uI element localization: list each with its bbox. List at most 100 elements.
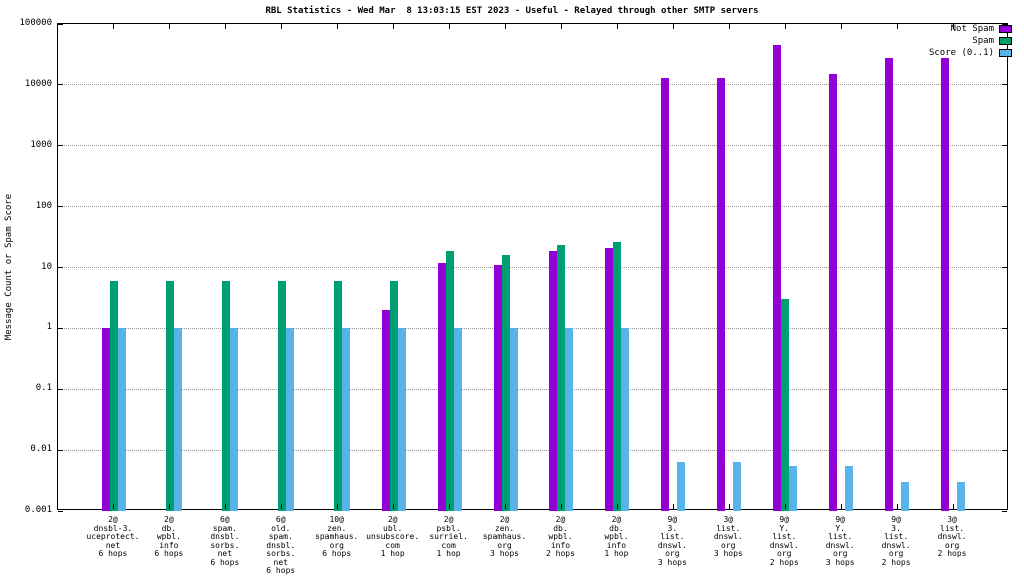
bar-score-0-1: [677, 461, 686, 511]
bar-not-spam: [381, 310, 390, 511]
bar-not-spam: [605, 247, 614, 511]
y-tick-mark: [1002, 145, 1007, 147]
x-tick-mark: [784, 504, 786, 509]
bar-score-0-1: [397, 328, 406, 511]
y-tick-label: 0.001: [24, 505, 52, 515]
bar-spam: [277, 281, 286, 511]
legend-swatch: [999, 25, 1012, 33]
x-tick-mark: [169, 24, 171, 29]
legend-label: Not Spam: [950, 24, 994, 34]
y-tick-mark: [58, 267, 63, 268]
x-tick-mark: [616, 24, 618, 29]
x-tick-mark: [560, 24, 562, 29]
y-gridline: [58, 449, 1007, 451]
y-tick-mark: [58, 510, 63, 512]
bar-score-0-1: [509, 328, 518, 511]
y-tick-label: 1: [46, 322, 52, 333]
x-axis-category-label: 6@ old. spam. dnsbl. sorbs. net 6 hops: [266, 515, 296, 575]
y-tick-mark: [1002, 327, 1007, 329]
x-tick-mark: [281, 24, 283, 29]
y-tick-label: 0.01: [30, 444, 52, 455]
x-tick-mark: [169, 504, 171, 509]
x-tick-mark: [337, 24, 339, 29]
bar-score-0-1: [229, 328, 238, 511]
bar-score-0-1: [173, 328, 182, 511]
y-tick-mark: [1002, 23, 1007, 25]
x-tick-mark: [896, 504, 898, 509]
x-axis-category-label: 3@ list. dnswl. org 3 hops: [713, 515, 743, 558]
x-tick-mark: [393, 24, 395, 29]
y-tick-mark: [58, 23, 63, 25]
x-axis-category-label: 9@ 3. list. dnswl. org 2 hops: [881, 515, 911, 567]
x-tick-mark: [449, 504, 451, 509]
x-tick-mark: [113, 504, 115, 509]
x-tick-mark: [393, 504, 395, 509]
x-tick-mark: [672, 504, 674, 509]
x-tick-mark: [616, 504, 618, 509]
y-gridline: [58, 388, 1007, 390]
x-tick-mark: [505, 24, 507, 29]
x-tick-mark: [113, 24, 115, 29]
x-tick-mark: [505, 504, 507, 509]
bar-spam: [445, 250, 454, 511]
x-axis-category-label: 9@ Y. list. dnswl. org 2 hops: [769, 515, 799, 567]
x-tick-mark: [728, 24, 730, 29]
plot-area: [57, 23, 1008, 512]
y-tick-mark: [1002, 388, 1007, 390]
x-axis-category-label: 9@ 3. list. dnswl. org 3 hops: [657, 515, 687, 567]
x-tick-mark: [952, 24, 954, 29]
x-axis-category-label: 2@ psbl. surriel. com 1 hop: [429, 515, 468, 558]
bar-score-0-1: [285, 328, 294, 511]
bar-spam: [781, 299, 790, 511]
y-gridline: [58, 84, 1007, 86]
y-tick-mark: [1002, 510, 1007, 512]
bar-not-spam: [101, 328, 110, 511]
bar-score-0-1: [621, 328, 630, 511]
bar-score-0-1: [733, 461, 742, 511]
x-axis-category-label: 2@ db. wpbl. info 1 hop: [604, 515, 629, 558]
legend: Not Spam Spam Score (0..1): [929, 24, 1012, 58]
x-axis-category-label: 3@ list. dnswl. org 2 hops: [937, 515, 967, 558]
y-gridline: [58, 206, 1007, 208]
bar-spam: [557, 245, 566, 511]
bar-score-0-1: [453, 328, 462, 511]
x-axis-category-label: 10@ zen. spamhaus. org 6 hops: [315, 515, 359, 558]
y-tick-mark: [58, 449, 63, 451]
y-gridline: [58, 267, 1007, 268]
bar-spam: [501, 255, 510, 511]
y-gridline: [58, 327, 1007, 329]
y-tick-mark: [58, 84, 63, 86]
y-gridline: [58, 145, 1007, 147]
bar-not-spam: [549, 250, 558, 511]
y-tick-label: 0.1: [35, 383, 52, 394]
legend-label: Spam: [972, 36, 994, 46]
y-tick-mark: [1002, 84, 1007, 86]
bar-not-spam: [941, 57, 950, 511]
x-tick-mark: [337, 504, 339, 509]
y-tick-label: 100: [35, 200, 52, 211]
x-axis-category-label: 2@ ubl. unsubscore. com 1 hop: [366, 515, 420, 558]
x-tick-mark: [784, 24, 786, 29]
bar-spam: [165, 281, 174, 511]
y-tick-mark: [1002, 267, 1007, 268]
chart-title: RBL Statistics - Wed Mar 8 13:03:15 EST …: [265, 6, 759, 16]
x-tick-mark: [281, 504, 283, 509]
x-tick-mark: [225, 504, 227, 509]
bar-score-0-1: [957, 481, 966, 511]
x-tick-mark: [896, 24, 898, 29]
bar-spam: [333, 281, 342, 511]
y-tick-mark: [58, 145, 63, 147]
bar-score-0-1: [565, 328, 574, 511]
x-tick-mark: [672, 24, 674, 29]
bar-not-spam: [661, 77, 670, 511]
x-axis-category-label: 6@ spam. dnsbl. sorbs. net 6 hops: [210, 515, 240, 567]
x-tick-mark: [449, 24, 451, 29]
legend-swatch: [999, 37, 1012, 45]
x-tick-mark: [560, 504, 562, 509]
legend-item: Spam: [972, 36, 1012, 46]
bar-score-0-1: [789, 465, 798, 511]
y-tick-label: 10000: [24, 78, 52, 89]
bar-spam: [109, 281, 118, 511]
y-tick-mark: [58, 388, 63, 390]
